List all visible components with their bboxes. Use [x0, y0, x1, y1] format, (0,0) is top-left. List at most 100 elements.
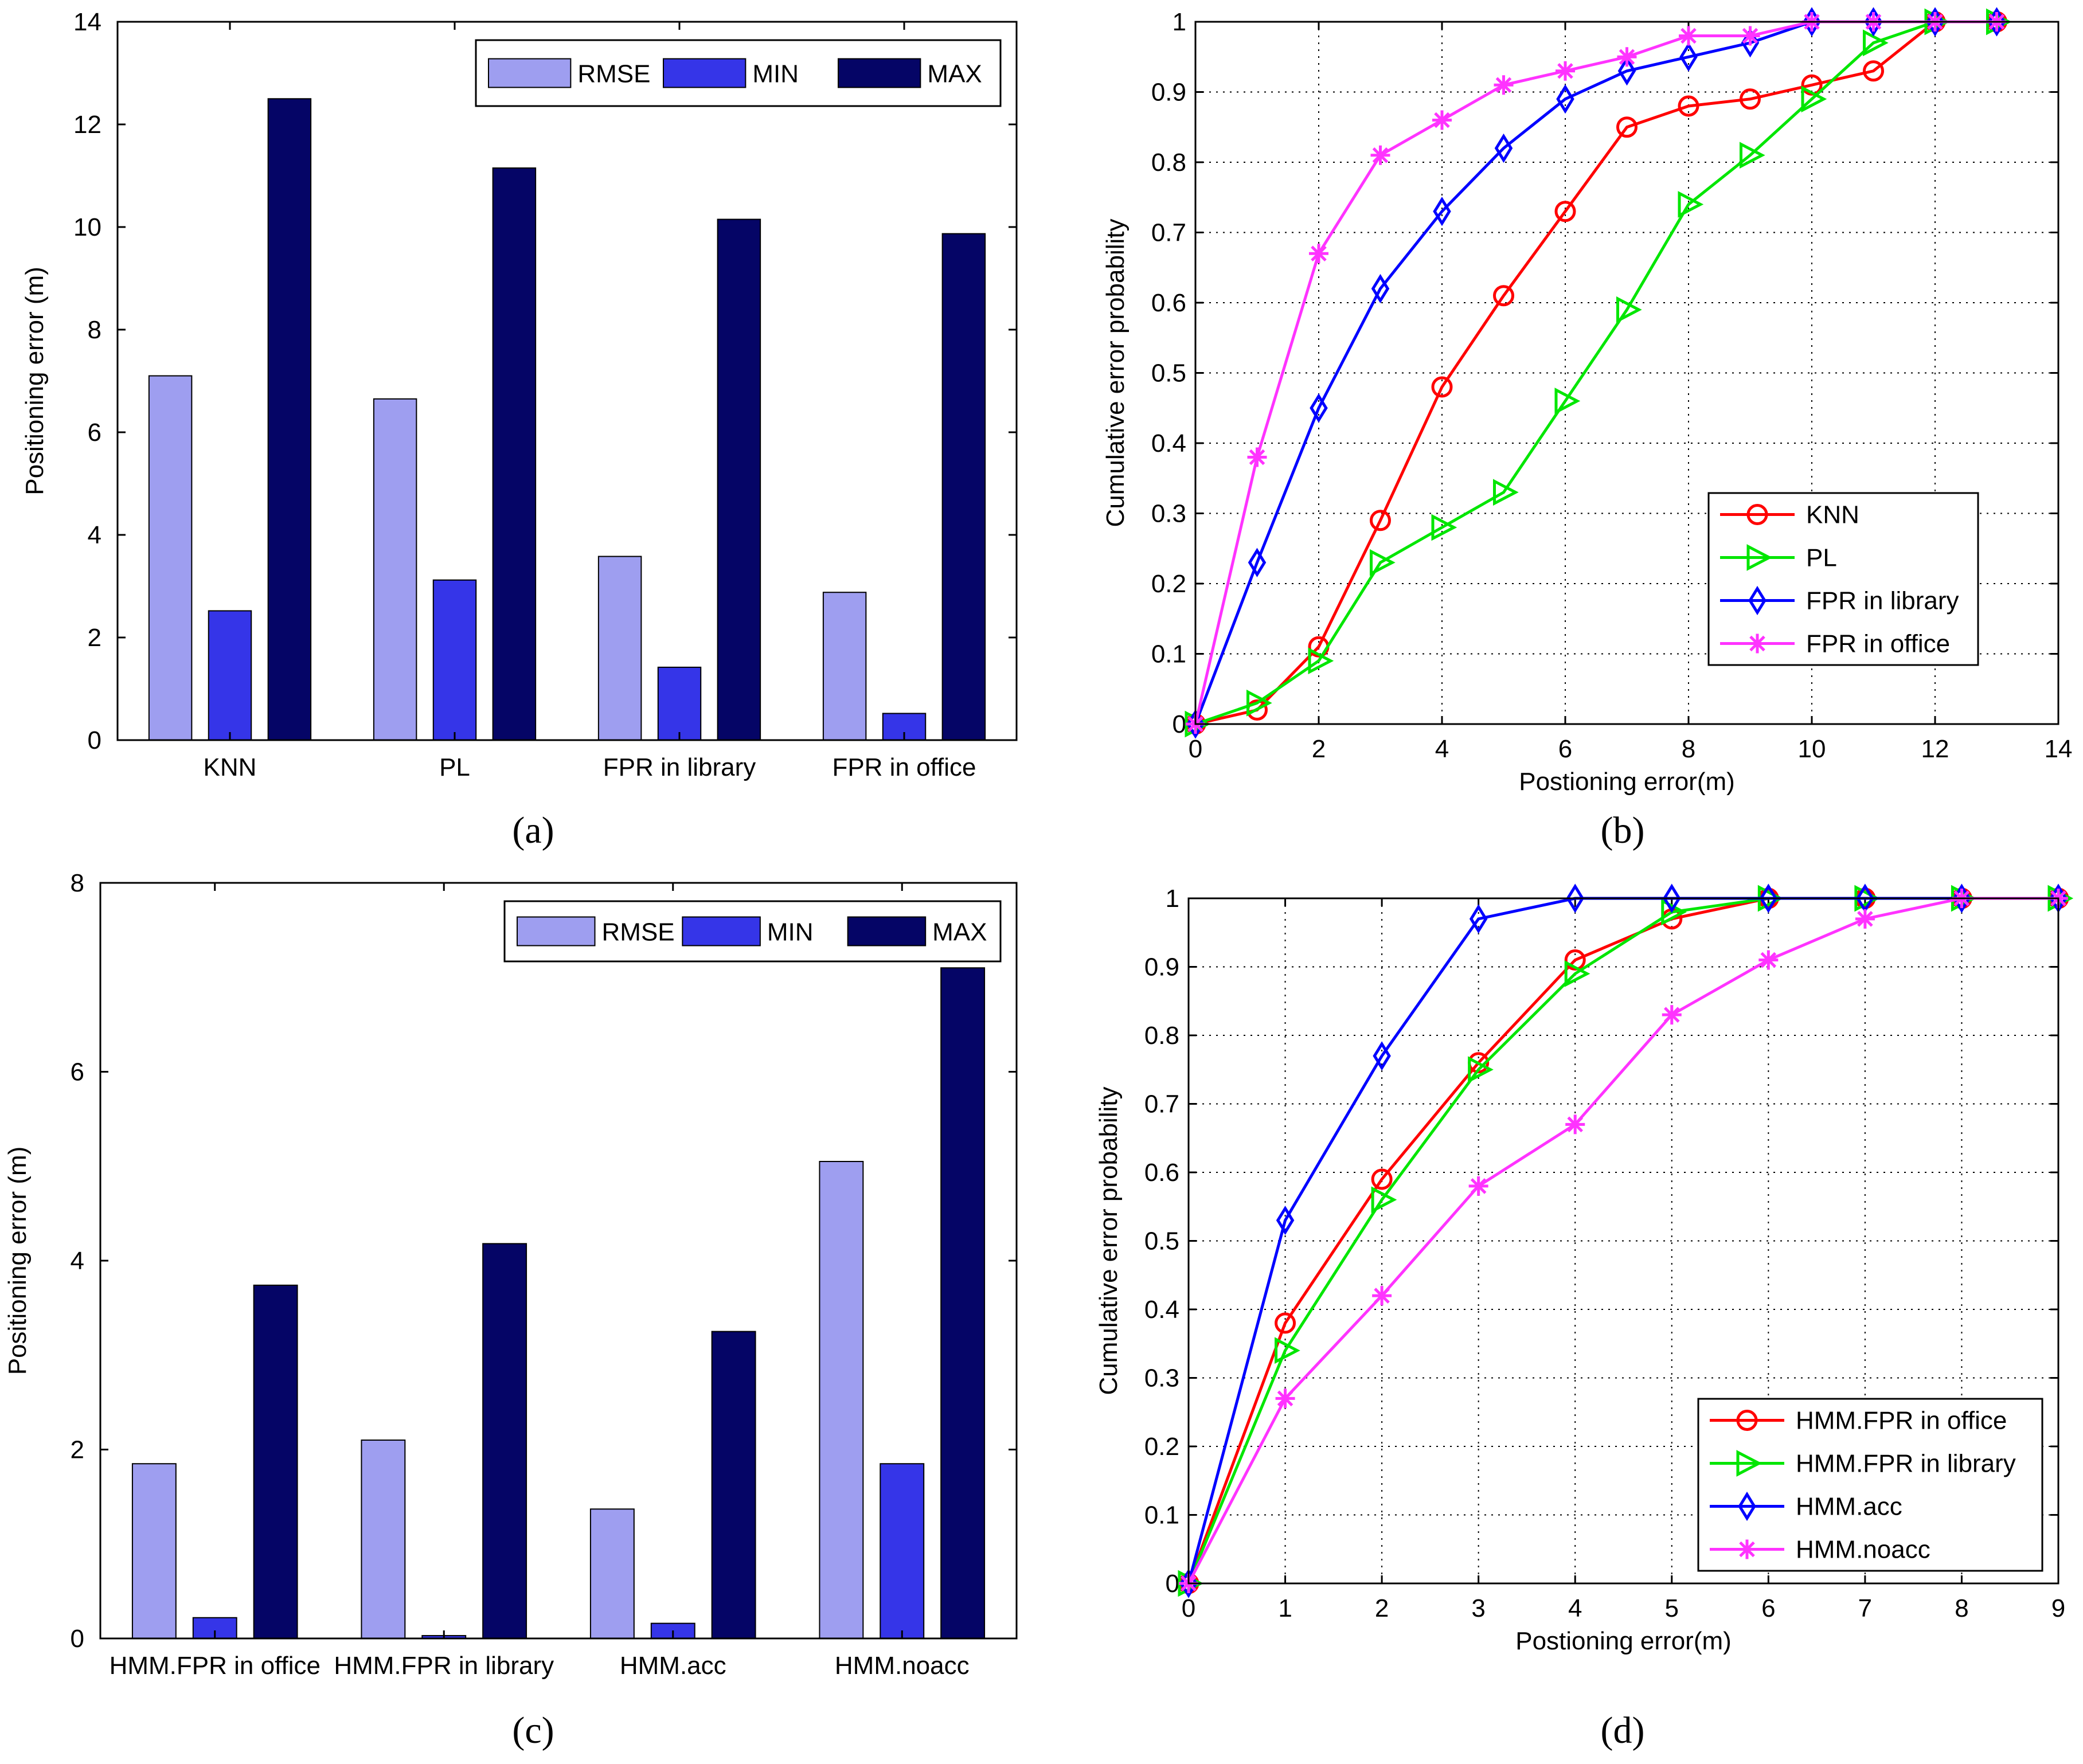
plot-frame	[116, 21, 1018, 741]
x-tick-label-knn: KNN	[204, 753, 257, 781]
marker-fpr-in-office-8-stroke	[1681, 28, 1697, 44]
y-tick-label: 0	[1173, 710, 1186, 738]
y-tick-label: 0.4	[1151, 429, 1186, 457]
bar-max-hmm-fpr-in-library	[482, 1243, 527, 1639]
x-tick-label-fpr-in-library: FPR in library	[603, 753, 756, 781]
marker-hmm-acc-4	[1566, 883, 1584, 913]
marker-hmm-noacc-6	[1758, 950, 1779, 970]
y-tick-label: 14	[73, 8, 101, 36]
y-tick-label: 4	[71, 1247, 84, 1275]
x-tick-label: 14	[2045, 735, 2073, 763]
marker-knn-3	[1370, 510, 1391, 531]
legend-label-hmm-fpr-in-library: HMM.FPR in library	[1796, 1450, 2016, 1478]
x-tick-label: 0	[1189, 735, 1202, 763]
marker-hmm-noacc-2	[1372, 1286, 1392, 1306]
marker-fpr-in-library-6	[1556, 84, 1574, 114]
plot-area	[100, 883, 1017, 1638]
marker-hmm-acc-5	[1663, 883, 1681, 913]
bar-max-fpr-in-office	[941, 233, 986, 741]
marker-fpr-in-office-5-stroke	[1495, 77, 1512, 93]
y-tick-label: 0.5	[1151, 359, 1186, 388]
x-axis-label: Postioning error(m)	[1515, 1627, 1732, 1655]
y-tick-label: 0.8	[1144, 1022, 1179, 1050]
marker-pl-11	[1863, 29, 1889, 57]
marker-fpr-in-office-3	[1370, 145, 1390, 165]
bar-rmse-hmm-noacc	[819, 1161, 864, 1639]
legend-label-max: MAX	[932, 918, 987, 946]
bar-rmse-fpr-in-office	[822, 592, 867, 741]
x-tick-label: 9	[2051, 1594, 2065, 1622]
x-tick-label-hmm-noacc: HMM.noacc	[835, 1652, 970, 1680]
y-tick-label: 10	[73, 213, 101, 241]
legend-marker-fpr-in-office-stroke	[1749, 635, 1765, 652]
bar-max-hmm-acc	[711, 1331, 756, 1639]
marker-fpr-in-office-4-stroke	[1434, 112, 1450, 128]
legend-marker-hmm-fpr-in-office	[1736, 1410, 1758, 1431]
x-tick-label: 12	[1921, 735, 1949, 763]
y-tick-label: 0.6	[1144, 1159, 1179, 1187]
x-tick-label: 4	[1435, 735, 1449, 763]
y-axis-label: Positioning error (m)	[3, 1147, 32, 1375]
panel-caption: (a)	[512, 809, 554, 851]
plot-area	[118, 22, 1017, 740]
y-tick-label: 8	[71, 869, 84, 897]
bar-rmse-knn	[148, 375, 193, 741]
x-tick-label: 0	[1182, 1594, 1195, 1622]
y-axis-label: Positioning error (m)	[21, 267, 49, 495]
x-tick-label: 5	[1665, 1594, 1679, 1622]
marker-hmm-noacc-7	[1855, 909, 1875, 929]
x-tick-label: 2	[1375, 1594, 1389, 1622]
legend-marker-hmm-noacc-stroke	[1739, 1541, 1755, 1558]
marker-fpr-in-library-2	[1310, 393, 1328, 423]
panel-d-cdf-chart: 0 1 2 3 4 5 6 7 8 9 0 0.1 0.2 0.3 0.4 0.5 0.6 0.7 0.8 0.9 1 P…	[1095, 883, 2074, 1751]
bar-max-pl	[492, 167, 537, 741]
marker-hmm-noacc-5	[1662, 1005, 1682, 1025]
x-tick-label-hmm-acc: HMM.acc	[620, 1652, 726, 1680]
marker-pl-7	[1616, 296, 1642, 323]
marker-fpr-in-library-3	[1371, 273, 1390, 304]
y-tick-label: 6	[88, 418, 101, 447]
panel-caption: (d)	[1601, 1710, 1645, 1751]
bar-min-hmm-noacc	[880, 1463, 925, 1639]
marker-fpr-in-office-6-stroke	[1557, 62, 1573, 79]
marker-hmm-noacc-4-stroke	[1567, 1116, 1584, 1133]
bar-max-hmm-fpr-in-office	[253, 1284, 298, 1639]
y-tick-label: 4	[88, 521, 101, 549]
x-tick-label-hmm-fpr-in-office: HMM.FPR in office	[110, 1652, 321, 1680]
y-tick-label: 0	[1166, 1570, 1179, 1598]
bar-max-knn	[267, 98, 312, 741]
y-tick-label: 0.9	[1151, 79, 1186, 107]
marker-knn-9	[1740, 88, 1761, 110]
legend-marker-fpr-in-library	[1748, 585, 1767, 616]
marker-hmm-fpr-in-library-3	[1468, 1056, 1494, 1084]
bar-rmse-hmm-fpr-in-library	[361, 1440, 406, 1639]
marker-pl-9	[1740, 142, 1765, 169]
y-tick-label: 2	[71, 1436, 84, 1464]
marker-hmm-noacc-5-stroke	[1663, 1007, 1680, 1023]
marker-hmm-fpr-in-library-4	[1564, 960, 1590, 987]
plot-frame	[99, 882, 1018, 1640]
legend-swatch-min	[682, 916, 761, 946]
marker-hmm-noacc-1	[1275, 1388, 1295, 1409]
panel-a-bar-chart: KNN PL FPR in library FPR in office 0 2 4 6 8 10 1…	[21, 8, 1018, 851]
y-tick-label: 0.9	[1144, 953, 1179, 981]
legend-label-hmm-fpr-in-office: HMM.FPR in office	[1796, 1407, 2007, 1435]
marker-fpr-in-library-4	[1433, 197, 1451, 226]
y-tick-label: 0	[88, 726, 101, 754]
y-tick-label: 0.7	[1144, 1090, 1179, 1118]
x-tick-label-fpr-in-office: FPR in office	[832, 753, 976, 781]
y-axis-label: Cumulative error probability	[1095, 1087, 1123, 1395]
x-tick-label: 2	[1312, 735, 1326, 763]
marker-knn-4	[1431, 376, 1453, 398]
x-tick-label: 8	[1682, 735, 1695, 763]
marker-fpr-in-office-7	[1617, 47, 1637, 67]
marker-pl-8	[1678, 191, 1704, 218]
marker-hmm-noacc-1-stroke	[1277, 1390, 1293, 1407]
x-tick-label: 8	[1955, 1594, 1968, 1622]
marker-hmm-acc-6	[1759, 883, 1778, 913]
y-tick-label: 0.2	[1144, 1433, 1179, 1461]
y-tick-label: 2	[88, 624, 101, 652]
legend-marker-hmm-acc	[1738, 1491, 1756, 1522]
y-tick-label: 0.1	[1151, 640, 1186, 668]
